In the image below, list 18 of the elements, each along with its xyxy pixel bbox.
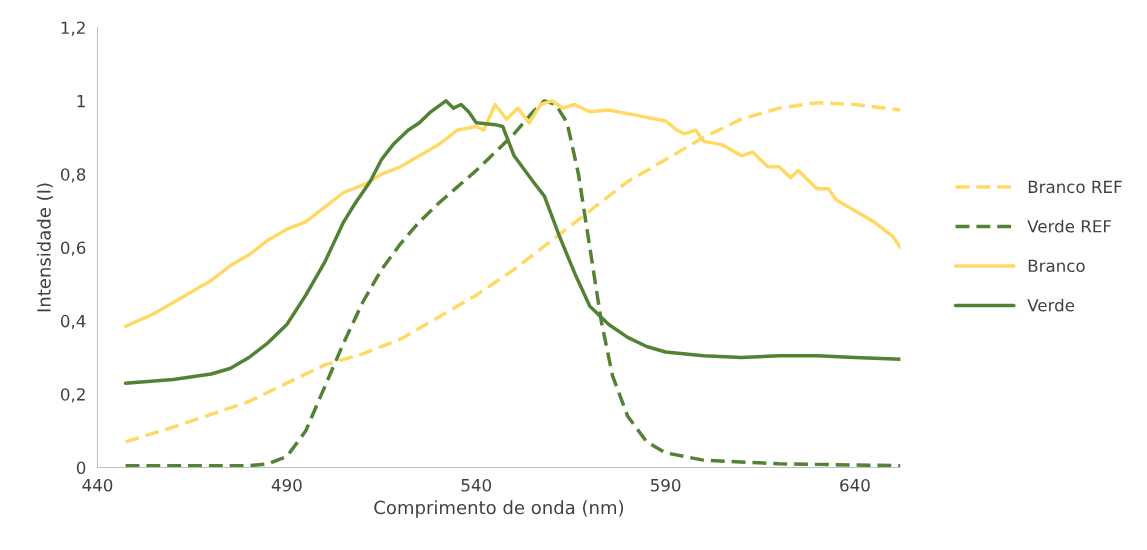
legend-label: Branco REF (1028, 180, 1122, 194)
x-tick-label: 540 (461, 478, 492, 492)
y-tick-label: 1,2 (61, 21, 85, 36)
y-tick-label: 0,2 (60, 388, 85, 403)
x-axis-title: Comprimento de onda (nm) (374, 500, 624, 518)
y-tick-label: 0,6 (60, 241, 86, 256)
legend-label: Verde REF (1027, 219, 1111, 233)
x-tick-label: 590 (650, 478, 681, 492)
x-tick-label: 640 (840, 478, 870, 492)
x-tick-label: 490 (271, 478, 302, 492)
y-tick-label: 0,4 (60, 314, 86, 330)
y-axis-title: Intensidade (I) (36, 183, 53, 312)
x-tick-label: 440 (82, 478, 113, 492)
y-tick-label: 0,8 (60, 168, 86, 183)
y-tick-label: 1 (77, 95, 85, 108)
y-tick-label: 0 (76, 461, 86, 475)
legend-label: Verde (1027, 298, 1075, 312)
legend-label: Branco (1028, 259, 1085, 273)
